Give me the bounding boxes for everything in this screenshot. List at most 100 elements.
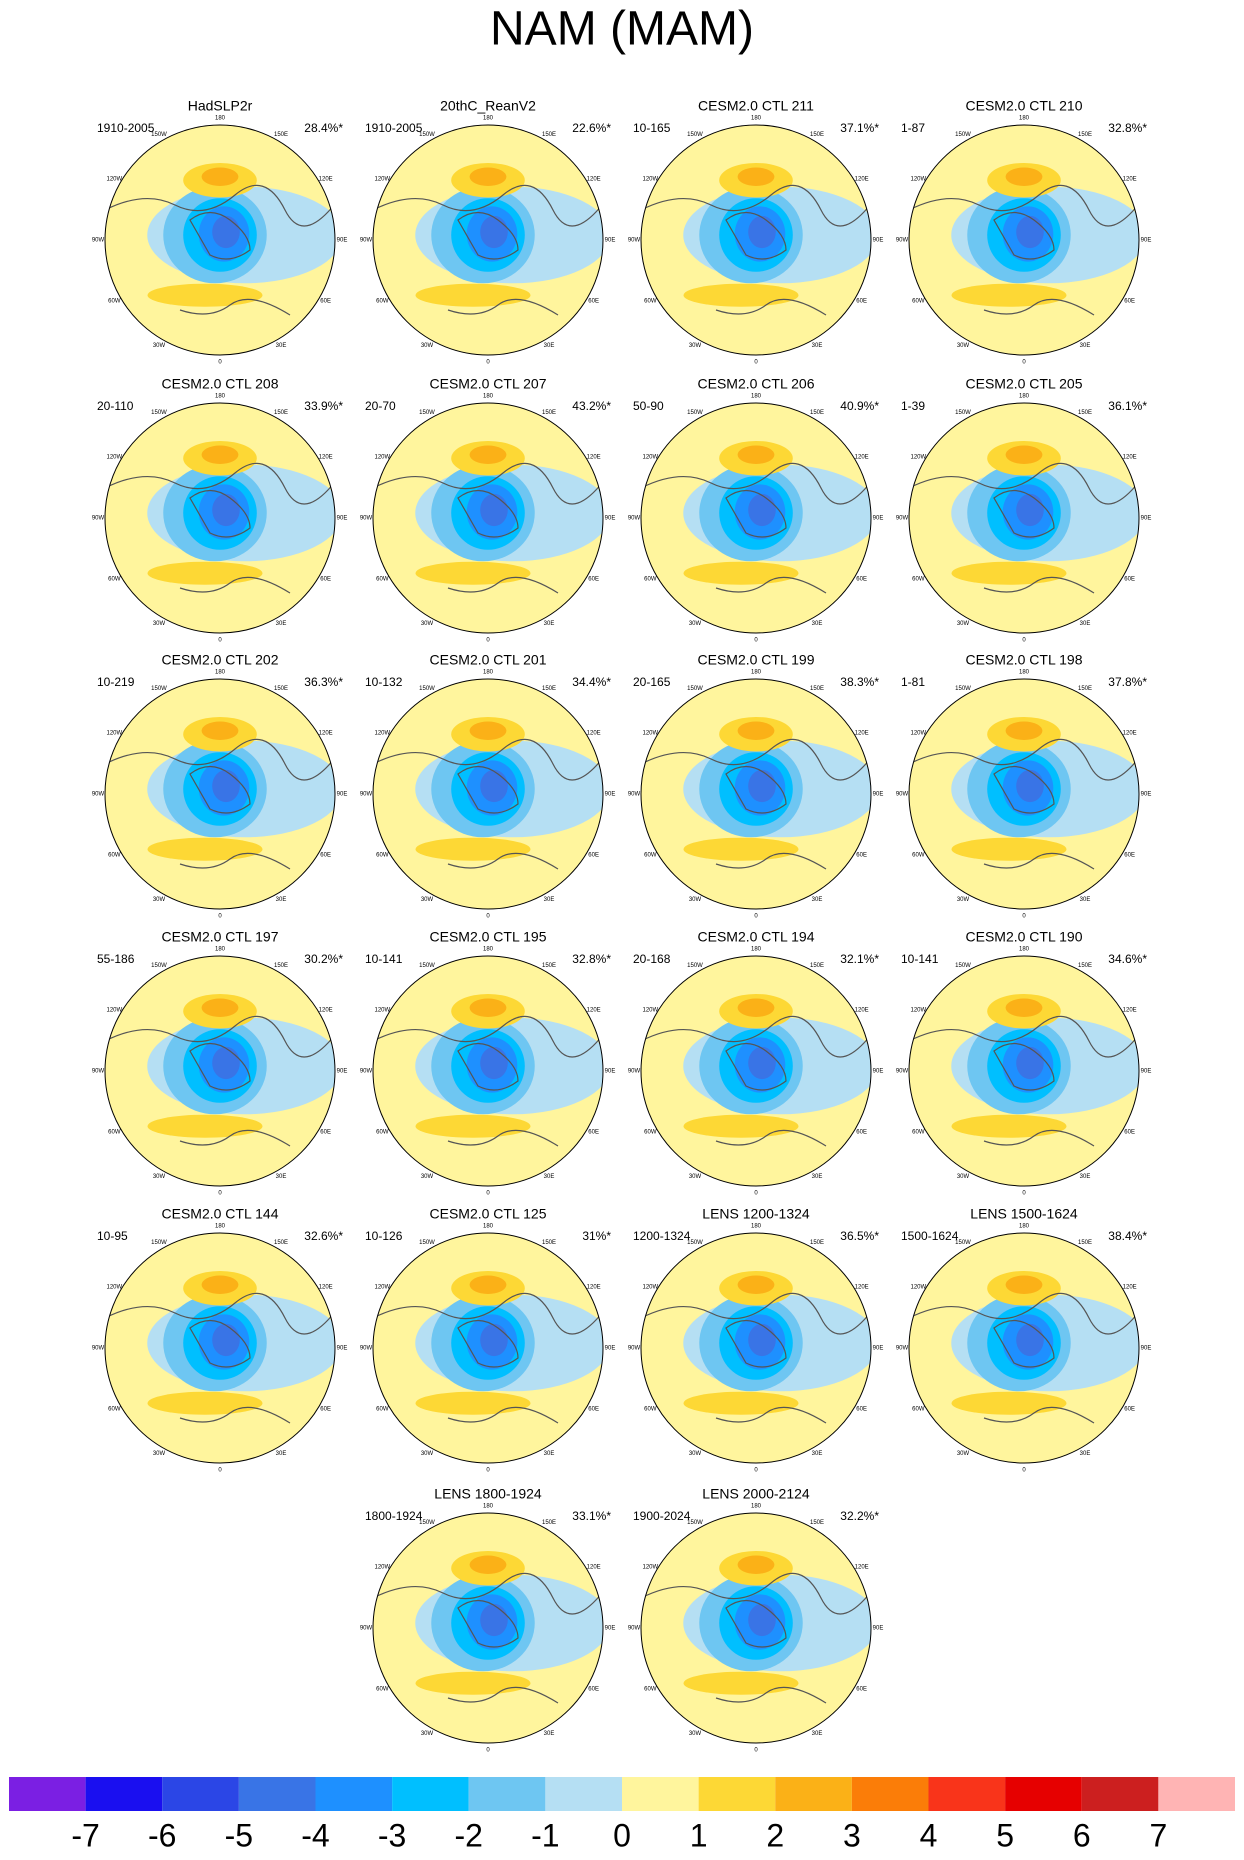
longitude-label: 180 bbox=[751, 116, 762, 122]
longitude-label: 150W bbox=[419, 410, 435, 416]
longitude-label: 120W bbox=[643, 1008, 659, 1014]
map-border bbox=[640, 955, 872, 1187]
longitude-label: 60W bbox=[644, 1407, 657, 1413]
field-region bbox=[147, 283, 263, 307]
field-region bbox=[683, 283, 799, 307]
map-border bbox=[640, 402, 872, 634]
field-region bbox=[737, 1275, 775, 1294]
longitude-label: 90W bbox=[360, 516, 373, 522]
map-border bbox=[372, 678, 604, 910]
longitude-label: 120E bbox=[1123, 1008, 1137, 1014]
field-region bbox=[212, 769, 240, 803]
map-field bbox=[373, 403, 603, 633]
longitude-label: 30E bbox=[812, 1731, 823, 1737]
map-panel: LENS 1800-1924 1800-1924 33.1%* 0 30E 60E 90E 1… bbox=[360, 1486, 616, 1754]
field-region bbox=[748, 1046, 776, 1080]
map-panel: CESM2.0 CTL 201 10-132 34.4%* 0 30E 60E 90E 120… bbox=[360, 652, 616, 920]
longitude-label: 120W bbox=[911, 731, 927, 737]
field-region bbox=[748, 1603, 776, 1637]
map-border bbox=[372, 1512, 604, 1744]
panel-period: 55-186 bbox=[97, 952, 135, 966]
longitude-label: 90W bbox=[92, 1346, 105, 1352]
longitude-label: 120E bbox=[319, 1008, 333, 1014]
panel-title: CESM2.0 CTL 195 bbox=[430, 929, 547, 945]
longitude-label: 90W bbox=[896, 1346, 909, 1352]
map-border bbox=[640, 124, 872, 356]
longitude-label: 150E bbox=[810, 1240, 824, 1246]
longitude-label: 0 bbox=[754, 360, 758, 366]
panel-percent: 31%* bbox=[582, 1229, 611, 1243]
longitude-label: 150W bbox=[687, 410, 703, 416]
longitude-label: 120E bbox=[587, 1285, 601, 1291]
longitude-label: 150E bbox=[542, 132, 556, 138]
coastline bbox=[373, 1292, 603, 1424]
field-region bbox=[415, 561, 531, 585]
colorbar-box bbox=[1005, 1777, 1082, 1811]
panel-title: LENS 1200-1324 bbox=[702, 1206, 810, 1222]
longitude-label: 30E bbox=[276, 897, 287, 903]
longitude-label: 0 bbox=[754, 638, 758, 644]
longitude-label: 150W bbox=[955, 1240, 971, 1246]
longitude-label: 0 bbox=[1022, 914, 1026, 920]
longitude-label: 90W bbox=[628, 1626, 641, 1632]
panel-percent: 43.2%* bbox=[572, 399, 611, 413]
longitude-label: 150E bbox=[1078, 132, 1092, 138]
colorbar-label: -3 bbox=[378, 1817, 406, 1853]
longitude-label: 120E bbox=[855, 1285, 869, 1291]
map-panel: CESM2.0 CTL 202 10-219 36.3%* 0 30E 60E 90E 120… bbox=[92, 652, 348, 920]
longitude-label: 120E bbox=[587, 177, 601, 183]
longitude-label: 180 bbox=[483, 1224, 494, 1230]
longitude-label: 150W bbox=[419, 686, 435, 692]
panel-percent: 33.9%* bbox=[304, 399, 343, 413]
longitude-label: 60E bbox=[856, 1130, 867, 1136]
longitude-label: 90E bbox=[605, 516, 616, 522]
longitude-label: 30W bbox=[689, 1451, 702, 1457]
map-field bbox=[909, 956, 1139, 1186]
longitude-label: 180 bbox=[483, 1504, 494, 1510]
map-field bbox=[641, 403, 871, 633]
longitude-label: 60E bbox=[856, 577, 867, 583]
map-panel: CESM2.0 CTL 190 10-141 34.6%* 0 30E 60E 90E 120… bbox=[896, 929, 1152, 1197]
map-border bbox=[640, 678, 872, 910]
panel-percent: 38.4%* bbox=[1108, 1229, 1147, 1243]
longitude-label: 150W bbox=[151, 963, 167, 969]
map-field bbox=[105, 403, 335, 633]
longitude-label: 120W bbox=[643, 1565, 659, 1571]
longitude-label: 90E bbox=[873, 516, 884, 522]
longitude-label: 60E bbox=[588, 299, 599, 305]
longitude-label: 30E bbox=[1080, 343, 1091, 349]
longitude-label: 90E bbox=[605, 1069, 616, 1075]
longitude-label: 30E bbox=[544, 1451, 555, 1457]
longitude-label: 180 bbox=[215, 947, 226, 953]
longitude-label: 60E bbox=[856, 853, 867, 859]
coastline bbox=[373, 738, 603, 870]
longitude-label: 120W bbox=[375, 1008, 391, 1014]
panel-title: CESM2.0 CTL 190 bbox=[966, 929, 1083, 945]
longitude-label: 180 bbox=[1019, 670, 1030, 676]
longitude-label: 0 bbox=[218, 914, 222, 920]
colorbar-label: 2 bbox=[766, 1817, 784, 1853]
field-region bbox=[201, 998, 239, 1017]
figure-title: NAM (MAM) bbox=[490, 3, 754, 56]
panel-title: CESM2.0 CTL 207 bbox=[430, 376, 547, 392]
coastline bbox=[105, 1292, 335, 1424]
panel-period: 10-126 bbox=[365, 1229, 403, 1243]
map-panel: LENS 1200-1324 1200-1324 36.5%* 0 30E 60E 90E 1… bbox=[628, 1206, 884, 1474]
map-border bbox=[104, 402, 336, 634]
coastline bbox=[909, 184, 1139, 316]
field-region bbox=[951, 837, 1067, 861]
panel-period: 10-141 bbox=[901, 952, 939, 966]
map-border bbox=[104, 678, 336, 910]
colorbar-label: 7 bbox=[1149, 1817, 1167, 1853]
panel-period: 1910-2005 bbox=[97, 121, 155, 135]
longitude-label: 150W bbox=[955, 686, 971, 692]
longitude-label: 0 bbox=[1022, 1468, 1026, 1474]
field-region bbox=[748, 493, 776, 527]
longitude-label: 90W bbox=[360, 1069, 373, 1075]
field-region bbox=[1016, 493, 1044, 527]
coastline bbox=[373, 462, 603, 594]
longitude-label: 60W bbox=[376, 1687, 389, 1693]
map-panel: LENS 1500-1624 1500-1624 38.4%* 0 30E 60E 90E 1… bbox=[896, 1206, 1152, 1474]
panel-percent: 37.8%* bbox=[1108, 675, 1147, 689]
colorbar-box bbox=[1081, 1777, 1159, 1811]
